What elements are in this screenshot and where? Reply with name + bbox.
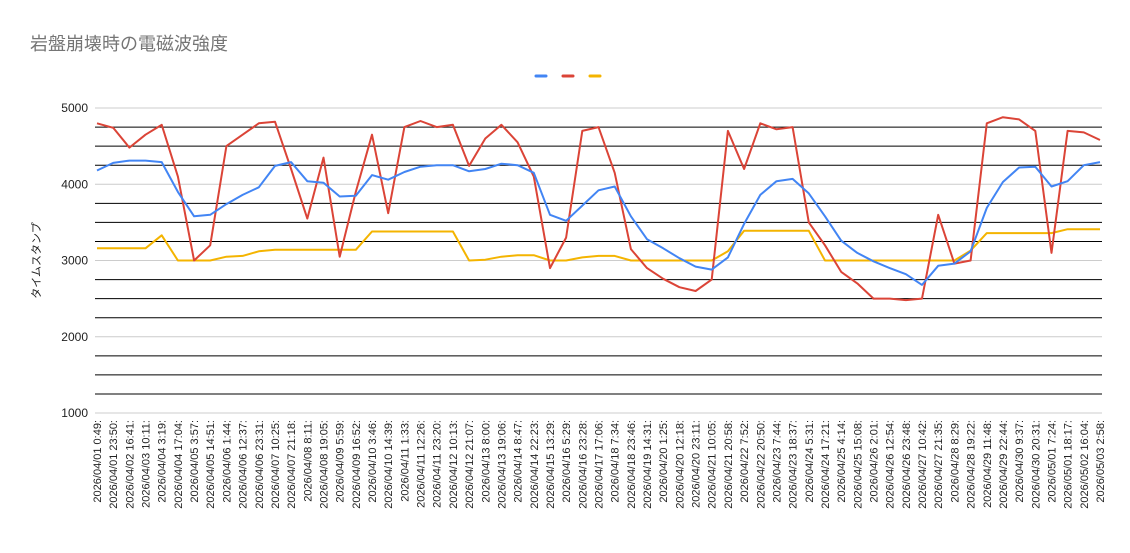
- x-tick-label: 2026/04/06 23:31:: [254, 420, 266, 509]
- x-tick-label: 2026/04/05 14:51:: [205, 420, 217, 509]
- x-tick-label: 2026/04/19 14:31:: [642, 420, 654, 509]
- x-tick-label: 2026/04/23 7:44:: [771, 420, 783, 503]
- x-tick-label: 2026/04/27 10:42:: [917, 420, 929, 509]
- x-tick-label: 2026/04/26 2:01:: [869, 420, 881, 503]
- x-tick-label: 2026/04/07 21:18:: [286, 420, 298, 509]
- x-tick-label: 2026/04/20 12:18:: [674, 420, 686, 509]
- x-tick-label: 2026/04/18 7:34:: [610, 420, 622, 503]
- x-tick-label: 2026/05/01 7:24:: [1046, 420, 1058, 503]
- x-tick-label: 2026/04/17 17:06:: [594, 420, 606, 509]
- x-tick-label: 2026/04/30 9:37:: [1014, 420, 1026, 503]
- x-tick-label: 2026/04/03 10:11:: [141, 420, 153, 508]
- x-tick-label: 2026/04/13 19:06:: [496, 420, 508, 509]
- x-tick-label: 2026/04/22 20:50:: [755, 420, 767, 509]
- x-tick-label: 2026/04/29 11:48:: [982, 420, 994, 508]
- x-tick-label: 2026/04/06 12:37:: [238, 420, 250, 509]
- chart-title: 岩盤崩壊時の電磁波強度: [30, 34, 228, 55]
- x-tick-label: 2026/04/11 1:33:: [399, 420, 411, 502]
- x-tick-label: 2026/04/11 23:20:: [432, 420, 444, 508]
- x-tick-label: 2026/04/28 19:22:: [966, 420, 978, 509]
- y-tick-label: 4000: [61, 177, 88, 191]
- x-tick-label: 2026/04/07 10:25:: [270, 420, 282, 509]
- x-tick-label: 2026/04/26 12:54:: [885, 420, 897, 509]
- x-tick-label: 2026/04/14 8:47:: [513, 420, 525, 503]
- x-tick-label: 2026/04/23 18:37:: [788, 420, 800, 509]
- x-tick-label: 2026/05/01 18:17:: [1063, 420, 1075, 509]
- y-tick-label: 5000: [61, 101, 88, 115]
- x-tick-label: 2026/04/30 20:31:: [1030, 420, 1042, 509]
- series-line: [96, 159, 1101, 286]
- x-tick-label: 2026/04/02 16:41:: [124, 420, 136, 509]
- series-line: [97, 228, 1100, 262]
- y-tick-label: 2000: [61, 330, 88, 344]
- x-tick-label: 2026/04/26 23:48:: [901, 420, 913, 509]
- x-tick-label: 2026/04/11 12:26:: [416, 420, 428, 508]
- x-tick-label: 2026/05/03 2:58:: [1095, 420, 1107, 503]
- x-tick-label: 2026/04/08 8:11:: [302, 420, 314, 502]
- x-tick-label: 2026/04/28 8:29:: [949, 420, 961, 503]
- x-tick-label: 2026/04/12 10:13:: [448, 420, 460, 509]
- x-tick-label: 2026/04/20 1:25:: [658, 420, 670, 503]
- x-tick-label: 2026/04/12 21:07:: [464, 420, 476, 509]
- x-tick-label: 2026/04/21 10:05:: [707, 420, 719, 509]
- x-tick-label: 2026/04/05 3:57:: [189, 420, 201, 503]
- x-tick-label: 2026/04/21 20:58:: [723, 420, 735, 509]
- x-tick-label: 2026/04/22 7:52:: [739, 420, 751, 503]
- x-tick-label: 2026/04/09 5:59:: [335, 420, 347, 503]
- y-axis-title: タイムスタンプ: [30, 222, 43, 298]
- x-tick-label: 2026/04/09 16:52:: [351, 420, 363, 509]
- series-line: [96, 116, 1101, 302]
- x-tick-label: 2026/04/06 1:44:: [221, 420, 233, 503]
- x-tick-label: 2026/04/24 17:21:: [820, 420, 832, 509]
- x-tick-label: 2026/04/04 3:19:: [157, 420, 169, 503]
- x-tick-label: 2026/04/16 23:28:: [577, 420, 589, 509]
- x-tick-label: 2026/04/20 23:11:: [691, 420, 703, 508]
- x-tick-label: 2026/04/13 8:00:: [480, 420, 492, 503]
- x-tick-label: 2026/04/24 5:31:: [804, 420, 816, 503]
- x-tick-label: 2026/04/27 21:35:: [933, 420, 945, 509]
- x-tick-label: 2026/04/04 17:04:: [173, 420, 185, 509]
- x-tick-label: 2026/04/01 0:49:: [92, 420, 104, 503]
- x-tick-label: 2026/04/29 22:44:: [998, 420, 1010, 509]
- x-tick-label: 2026/04/16 5:29:: [561, 420, 573, 503]
- x-tick-label: 2026/04/25 4:14:: [836, 420, 848, 503]
- y-tick-label: 1000: [61, 406, 88, 420]
- x-tick-label: 2026/04/25 15:08:: [852, 420, 864, 509]
- x-tick-label: 2026/05/02 16:04:: [1079, 420, 1091, 509]
- x-tick-label: 2026/04/14 22:23:: [529, 420, 541, 509]
- x-tick-label: 2026/04/15 13:29:: [545, 420, 557, 509]
- x-tick-label: 2026/04/18 23:46:: [626, 420, 638, 509]
- x-tick-label: 2026/04/10 14:39:: [383, 420, 395, 509]
- x-tick-label: 2026/04/10 3:46:: [367, 420, 379, 503]
- y-tick-label: 3000: [61, 254, 88, 268]
- x-tick-label: 2026/04/08 19:05:: [318, 420, 330, 509]
- x-tick-label: 2026/04/01 23:50:: [108, 420, 120, 509]
